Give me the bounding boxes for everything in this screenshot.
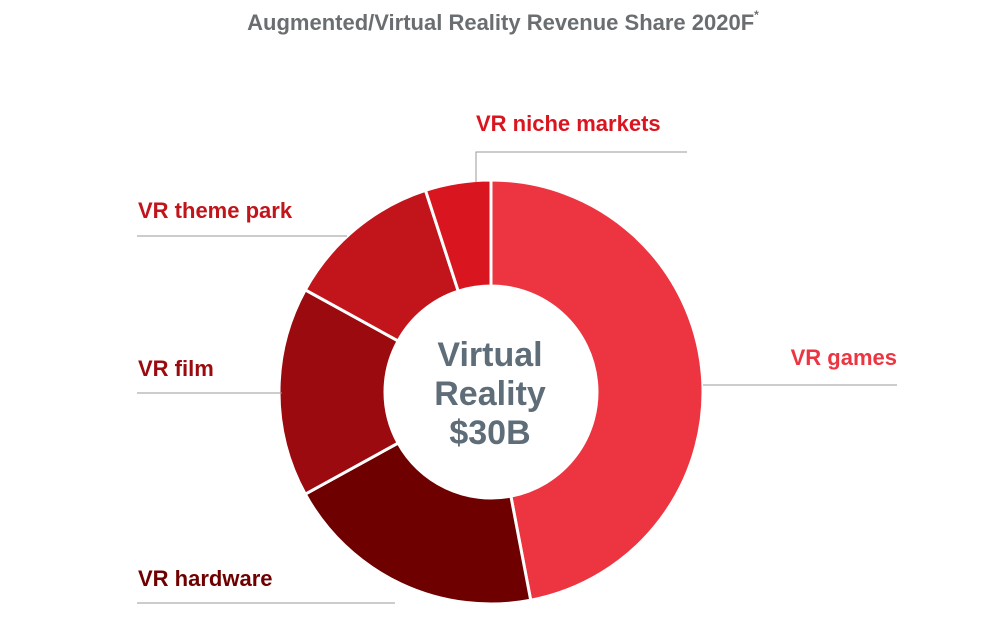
slice-label-vr-games: VR games [791,345,897,370]
slice-vr-niche-markets [423,178,493,294]
slice-label-vr-niche-markets: VR niche markets [476,111,661,136]
slice-vr-games [489,178,705,603]
chart-title-text: Augmented/Virtual Reality Revenue Share … [247,10,755,35]
center-label-line-3: $30B [449,414,530,452]
chart-title-footnote-mark: * [754,8,759,22]
leader-lines [137,151,897,604]
slice-label-vr-theme-park: VR theme park [138,198,293,223]
slice-vr-film [277,287,401,497]
chart-title: Augmented/Virtual Reality Revenue Share … [0,8,1006,36]
slice-labels: VR games VR hardware VR film VR theme park V… [138,111,897,591]
center-label: Virtual Reality $30B [434,336,546,452]
slice-vr-hardware [303,441,533,606]
center-label-line-1: Virtual [437,336,542,374]
donut-slices [277,178,705,606]
slice-label-vr-film: VR film [138,356,214,381]
slice-label-vr-hardware: VR hardware [138,566,273,591]
leader-line-vr-niche-markets [475,151,687,182]
donut-hole [386,287,596,497]
center-label-line-2: Reality [434,375,546,413]
